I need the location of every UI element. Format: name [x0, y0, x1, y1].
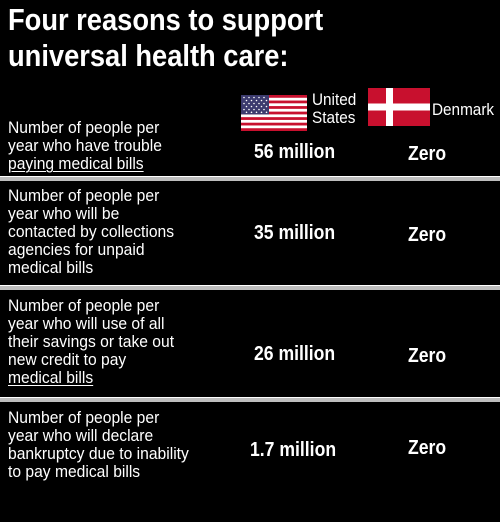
us-value: 1.7 million	[250, 439, 337, 461]
row-label-line: medical bills	[8, 368, 94, 387]
row-label-line: new credit to pay	[8, 350, 127, 369]
denmark-value: Zero	[408, 345, 447, 367]
row-label-line: year who will use of all	[8, 314, 165, 333]
row-label: Number of people per year who have troub…	[8, 119, 201, 173]
row-label-line: medical bills	[8, 258, 94, 277]
row-label-line: year who will declare	[8, 426, 154, 445]
denmark-flag-icon	[368, 88, 430, 126]
row-label: Number of people per year who will be co…	[8, 187, 201, 277]
denmark-value: Zero	[408, 143, 447, 165]
row-label-line: bankruptcy due to inability	[8, 444, 189, 463]
us-value: 26 million	[254, 343, 336, 365]
row-label-line: to pay medical bills	[8, 462, 141, 481]
row-label-line: year who will be	[8, 204, 120, 223]
row-divider	[0, 285, 500, 290]
row-label: Number of people per year who will use o…	[8, 297, 201, 387]
row-label-line: paying medical bills	[8, 154, 144, 173]
row-label-line: agencies for unpaid	[8, 240, 145, 259]
us-flag-icon	[241, 95, 307, 131]
row-label-line: Number of people per	[8, 296, 160, 315]
page-title: Four reasons to support universal health…	[8, 2, 430, 74]
us-label-line-2: States	[312, 108, 356, 127]
us-value: 56 million	[254, 141, 336, 163]
denmark-value: Zero	[408, 224, 447, 246]
us-column-label: United States	[312, 91, 366, 127]
row-label-line: contacted by collections	[8, 222, 175, 241]
row-label-line: Number of people per	[8, 118, 160, 137]
row-divider	[0, 397, 500, 402]
us-label-line-1: United	[312, 90, 357, 109]
row-label-line: year who have trouble	[8, 136, 162, 155]
title-line-1: Four reasons to support	[8, 2, 324, 37]
us-value: 35 million	[254, 222, 336, 244]
row-label-line: Number of people per	[8, 408, 160, 427]
denmark-value: Zero	[408, 437, 447, 459]
denmark-column-label: Denmark	[432, 100, 495, 119]
row-label-line: Number of people per	[8, 186, 160, 205]
row-divider	[0, 176, 500, 181]
title-line-2: universal health care:	[8, 38, 289, 73]
row-label-line: their savings or take out	[8, 332, 175, 351]
row-label: Number of people per year who will decla…	[8, 409, 201, 481]
